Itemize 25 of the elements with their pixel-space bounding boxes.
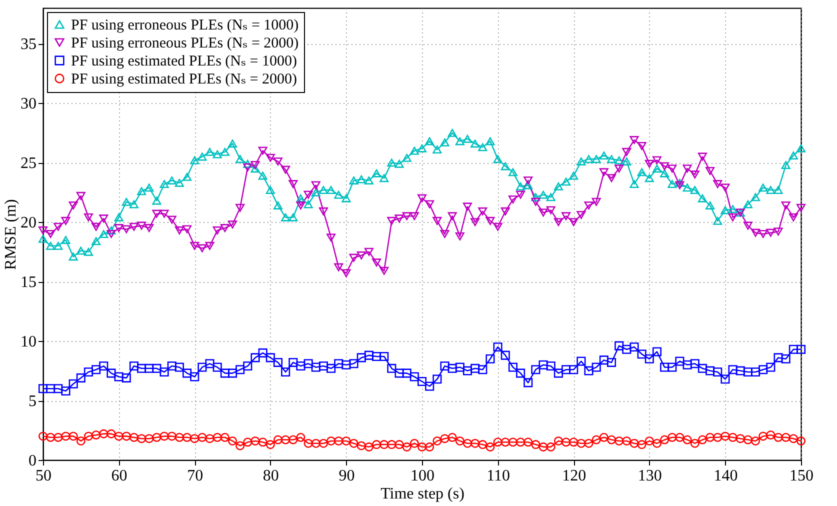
x-tick-label: 100 xyxy=(410,468,434,484)
y-tick-label: 20 xyxy=(20,214,36,232)
x-tick-label: 90 xyxy=(338,468,355,484)
y-tick-label: 0 xyxy=(28,452,36,470)
x-tick-label: 80 xyxy=(262,468,279,484)
y-axis-title: RMSE (m) xyxy=(2,199,20,270)
y-tick-label: 25 xyxy=(20,155,36,172)
y-tick-label: 15 xyxy=(20,274,36,292)
x-tick-label: 120 xyxy=(562,468,586,484)
x-tick-label: 60 xyxy=(111,468,128,484)
x-tick-label: 50 xyxy=(36,468,52,484)
x-tick-label: 140 xyxy=(714,468,738,484)
x-tick-label: 110 xyxy=(486,468,510,484)
legend-label: PF using estimated PLEs (Nₛ = 2000) xyxy=(71,72,298,88)
legend-label: PF using erroneous PLEs (Nₛ = 1000) xyxy=(71,18,299,34)
legend-label: PF using erroneous PLEs (Nₛ = 2000) xyxy=(71,36,299,52)
x-tick-label: 130 xyxy=(638,468,662,484)
y-tick-label: 10 xyxy=(20,334,36,351)
legend-label: PF using estimated PLEs (Nₛ = 1000) xyxy=(71,54,298,70)
y-tick-label: 30 xyxy=(20,96,36,113)
x-tick-label: 150 xyxy=(790,468,814,484)
y-tick-label: 35 xyxy=(20,36,36,54)
x-axis-title: Time step (s) xyxy=(380,486,464,502)
y-tick-label: 5 xyxy=(28,393,36,410)
x-tick-label: 70 xyxy=(187,468,204,484)
